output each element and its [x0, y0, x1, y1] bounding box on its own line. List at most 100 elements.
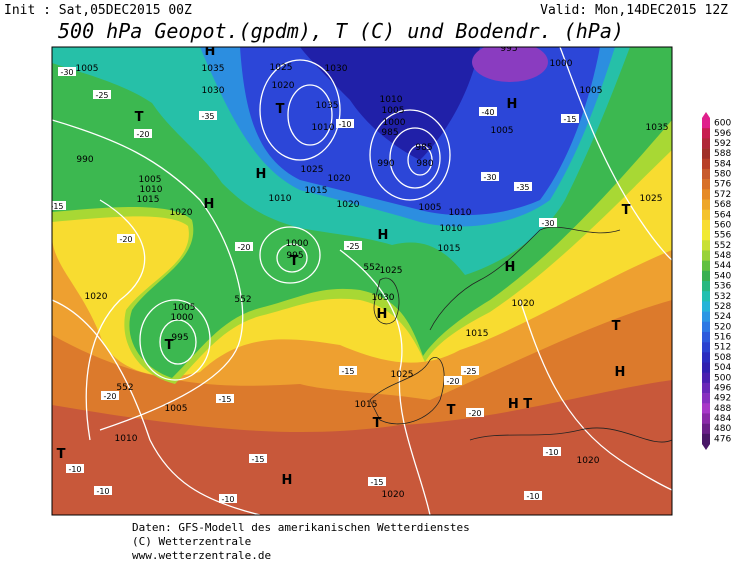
temp-label-box — [539, 218, 557, 227]
temp-label-box — [339, 366, 357, 375]
isobar-label: 1010 — [140, 185, 163, 195]
isobar-label: 1020 — [382, 490, 405, 500]
colorbar-swatch — [702, 382, 710, 394]
colorbar-arrow — [702, 444, 710, 450]
map-frame — [51, 46, 673, 516]
temp-label-box — [199, 111, 217, 120]
colorbar-label: 588 — [714, 149, 731, 159]
colorbar-swatch — [702, 362, 710, 373]
pressure-center: T — [276, 102, 285, 117]
isobar-label: 1035 — [316, 101, 339, 111]
isobar-label: 1010 — [269, 194, 292, 204]
isobar-label: 1020 — [577, 456, 600, 466]
isobar-label: 1005 — [491, 126, 514, 136]
colorbar-label: 516 — [714, 333, 731, 343]
colorbar-label: 560 — [714, 220, 731, 230]
colorbar-swatch — [702, 311, 710, 323]
temp-label: -25 — [95, 91, 108, 100]
footer-line: www.wetterzentrale.de — [132, 549, 271, 562]
pressure-center: H — [507, 97, 518, 112]
temp-label-box — [101, 391, 119, 400]
isobar-label: 1000 — [171, 313, 194, 323]
isobar-label: 1020 — [170, 208, 193, 218]
isobar-label: 1005 — [139, 175, 162, 185]
temp-label: -15 — [341, 367, 354, 376]
temp-label: -25 — [463, 367, 476, 376]
temp-label: -10 — [68, 465, 81, 474]
temp-label-box — [344, 241, 362, 250]
isobar-label: 995 — [171, 333, 188, 343]
temp-label-box — [249, 454, 267, 463]
colorbar-swatch — [702, 423, 710, 435]
init-text: Init : Sat,05DEC2015 00Z — [4, 3, 192, 18]
temp-label-box — [543, 447, 561, 456]
temp-label-box — [479, 107, 497, 116]
colorbar-swatch — [702, 209, 710, 221]
colorbar-swatch — [702, 413, 710, 424]
temp-label-box — [514, 182, 532, 191]
colorbar-swatch — [702, 219, 710, 231]
colorbar-label: 536 — [714, 282, 731, 292]
isobar-label: 1015 — [355, 400, 378, 410]
colorbar-swatch — [702, 331, 710, 343]
isobar-label: 552 — [363, 263, 380, 273]
colorbar-label: 520 — [714, 322, 731, 332]
temp-label: -20 — [237, 243, 250, 252]
temp-label: -20 — [136, 130, 149, 139]
temp-label-box — [117, 234, 135, 243]
isobar-label: 1010 — [312, 123, 335, 133]
isobar-label: 552 — [234, 295, 251, 305]
colorbar-label: 512 — [714, 343, 731, 353]
temp-label-box — [336, 119, 354, 128]
isobar-label: 1020 — [512, 299, 535, 309]
colorbar-label: 524 — [714, 312, 731, 322]
colorbar-swatch — [702, 393, 710, 404]
colorbar-label: 484 — [714, 414, 731, 424]
temp-label: -15 — [50, 202, 63, 211]
isobar-label: 1000 — [383, 118, 406, 128]
colorbar-label: 576 — [714, 180, 731, 190]
temp-label-box — [216, 394, 234, 403]
footer-line: (C) Wetterzentrale — [132, 535, 251, 548]
isobar-label: 1005 — [580, 86, 603, 96]
colorbar-label: 476 — [714, 434, 731, 444]
colorbar-label: 600 — [714, 119, 731, 129]
pressure-center: T — [622, 203, 631, 218]
temp-label: -10 — [526, 492, 539, 501]
colorbar-label: 552 — [714, 241, 731, 251]
temp-label-box — [524, 491, 542, 500]
colorbar-label: 496 — [714, 383, 731, 393]
pressure-center: H — [377, 307, 388, 322]
temp-label: -40 — [481, 108, 494, 117]
colorbar-swatch — [702, 189, 710, 200]
isobar-label: 1000 — [286, 239, 309, 249]
colorbar-label: 508 — [714, 353, 731, 363]
colorbar-swatch — [702, 291, 710, 302]
pressure-center: H — [378, 228, 389, 243]
temp-label: -15 — [563, 115, 576, 124]
isobar-label: 1025 — [640, 194, 663, 204]
pressure-center: H — [256, 167, 267, 182]
colorbar-swatch — [702, 281, 710, 292]
colorbar-swatch — [702, 260, 710, 272]
pressure-center: T — [57, 447, 66, 462]
temp-label-box — [52, 201, 66, 210]
isobar-label: 1035 — [202, 64, 225, 74]
isobar-label: 1010 — [115, 434, 138, 444]
colorbar-swatch — [702, 230, 710, 241]
isobar-label: 1020 — [337, 200, 360, 210]
colorbar-label: 540 — [714, 271, 731, 281]
colorbar-swatch — [702, 128, 710, 139]
temp-label: -15 — [370, 478, 383, 487]
colorbar-label: 500 — [714, 373, 731, 383]
isobar-label: 1005 — [76, 64, 99, 74]
temp-label: -10 — [96, 487, 109, 496]
isobar-label: 1015 — [466, 329, 489, 339]
temp-label-box — [444, 376, 462, 385]
pressure-center: H — [204, 197, 215, 212]
isobar-label: 1025 — [380, 266, 403, 276]
isobar-label: 1020 — [272, 81, 295, 91]
colorbar-swatch — [702, 250, 710, 261]
isobar-label: 1015 — [305, 186, 328, 196]
